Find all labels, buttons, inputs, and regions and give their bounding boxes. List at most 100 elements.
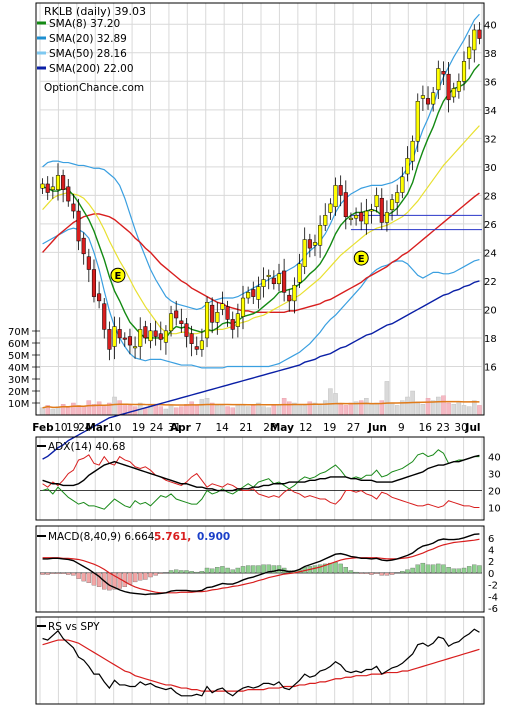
price-tick-label: 20 (484, 305, 497, 316)
macd-histogram-bar (132, 572, 138, 583)
macd-histogram-bar (261, 564, 266, 574)
legend-entry: SMA(8) 37.20 (49, 18, 120, 30)
sma200-line (42, 280, 480, 460)
earnings-marker-label: E (358, 254, 365, 265)
volume-bar (394, 405, 400, 416)
x-axis-label: May (270, 422, 294, 434)
candle-body (194, 346, 199, 350)
volume-bar (199, 399, 205, 416)
candle-body (271, 277, 276, 285)
candle-body (456, 81, 461, 92)
candle-body (323, 215, 328, 226)
volume-bar (66, 407, 71, 416)
candle-body (251, 289, 256, 297)
legend-entry: SMA(20) 32.89 (49, 33, 127, 45)
x-axis-label: Jul (465, 422, 481, 434)
volume-bar (276, 404, 282, 416)
macd-tick-label: 0 (488, 569, 494, 580)
price-tick-label: 28 (484, 191, 497, 202)
macd-histogram-bar (235, 567, 241, 574)
candle-body (86, 256, 91, 270)
macd-histogram-bar (256, 565, 261, 574)
macd-histogram-bar (359, 572, 364, 574)
candle-body (410, 140, 415, 162)
candle-body (148, 330, 153, 342)
legend-entry: SMA(200) 22.00 (49, 63, 134, 75)
macd-histogram-bar (50, 572, 56, 574)
sma20-envelope-line (42, 125, 480, 335)
macd-line (42, 533, 480, 596)
macd-histogram-bar (384, 572, 390, 576)
adx-tick-label: 10 (488, 504, 501, 515)
candles (40, 22, 482, 361)
macd-histogram-bar (348, 570, 354, 574)
x-axis-label: 27 (347, 422, 360, 434)
macd-histogram-bar (81, 572, 86, 582)
volume-bar (405, 396, 410, 416)
macd-histogram-bar (240, 566, 246, 574)
volume-bar (420, 404, 426, 416)
candle-body (276, 273, 282, 285)
volume-bar (173, 407, 179, 416)
volume-bar (369, 404, 374, 416)
volume-bar (158, 406, 164, 416)
price-tick-label: 36 (484, 77, 497, 88)
candle-body (425, 98, 431, 105)
macd-signal-line (42, 538, 480, 594)
volume-bar (230, 407, 235, 416)
candle-body (436, 68, 441, 91)
macd-histogram-bar (369, 572, 374, 575)
macd-histogram-bar (425, 564, 431, 574)
volume-bar (112, 396, 117, 416)
candle-body (364, 210, 369, 225)
volume-bar (466, 406, 472, 416)
candle-body (359, 212, 364, 222)
candle-body (230, 319, 235, 330)
candle-body (71, 203, 76, 212)
x-axis-label: Jun (367, 422, 387, 434)
grid-lines (39, 3, 483, 704)
volume-bar (425, 398, 431, 416)
price-tick-label: 26 (484, 220, 497, 231)
macd-histogram-bar (86, 572, 92, 583)
price-tick-label: 18 (484, 334, 497, 345)
candle-body (261, 279, 266, 287)
volume-bar (338, 404, 343, 416)
legend-entry: SMA(50) 28.16 (49, 48, 127, 60)
volume-bar (189, 401, 194, 416)
volume-bar (86, 400, 92, 416)
x-axis-label: 7 (195, 422, 202, 434)
candle-body (384, 212, 389, 223)
macd-histogram-bar (338, 563, 343, 574)
x-axis-label: 31 (168, 422, 181, 434)
price-tick-label: 32 (484, 134, 497, 145)
candle-body (143, 326, 148, 339)
macd-histogram-bar (430, 564, 436, 574)
volume-bar (50, 408, 56, 416)
chart-title: RKLB (daily) 39.03 (44, 5, 146, 18)
earnings-marker-label: E (115, 271, 122, 282)
x-axis-label: 10 (108, 422, 121, 434)
candle-body (420, 95, 425, 99)
candle-body (76, 210, 81, 242)
macd-histogram-bar (389, 572, 395, 575)
candle-body (256, 286, 261, 300)
candle-body (189, 333, 194, 344)
macd-histogram-bar (410, 567, 415, 574)
candle-body (169, 313, 174, 332)
volume-bar (477, 405, 482, 416)
volume-tick-label: 30M (8, 375, 29, 386)
adx-tick-label: 30 (488, 470, 501, 481)
macd-histogram-bar (379, 572, 384, 576)
candle-body (467, 46, 472, 59)
adx-tick-label: 20 (488, 487, 501, 498)
volume-tick-label: 40M (8, 363, 29, 374)
candle-body (302, 239, 307, 267)
volume-tick-label: 60M (8, 339, 29, 350)
macd-histogram-bar (466, 566, 472, 574)
volume-bar (322, 400, 328, 416)
adx-label: ADX(14) 40.68 (48, 441, 125, 453)
candle-body (472, 29, 477, 51)
macd-histogram-bar (343, 567, 349, 574)
macd-histogram-bar (60, 572, 66, 574)
